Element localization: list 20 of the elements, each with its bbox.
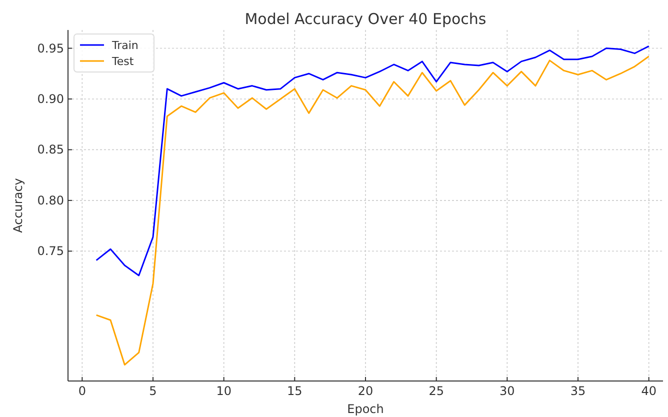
x-tick-label: 15 xyxy=(287,384,302,398)
x-tick-label: 20 xyxy=(358,384,374,398)
y-tick-label: 0.85 xyxy=(37,142,64,157)
y-axis-title: Accuracy xyxy=(11,178,25,233)
x-tick-label: 0 xyxy=(78,384,86,398)
x-tick-label: 40 xyxy=(641,384,656,398)
x-axis-title: Epoch xyxy=(347,402,384,416)
line-series xyxy=(96,56,650,366)
y-tick-label: 0.75 xyxy=(37,244,64,258)
y-tick-label: 0.80 xyxy=(37,193,64,208)
legend-label: Test xyxy=(111,55,134,68)
x-tick-label: 10 xyxy=(216,384,232,398)
x-tick-label: 35 xyxy=(570,384,586,398)
legend-label: Train xyxy=(111,39,138,52)
x-tick-label: 25 xyxy=(428,384,444,398)
y-tick-label: 0.95 xyxy=(37,41,64,56)
y-tick-label: 0.90 xyxy=(37,92,64,106)
chart-title: Model Accuracy Over 40 Epochs xyxy=(244,10,486,28)
x-tick-label: 5 xyxy=(149,384,157,398)
x-tick-label: 30 xyxy=(500,384,515,398)
